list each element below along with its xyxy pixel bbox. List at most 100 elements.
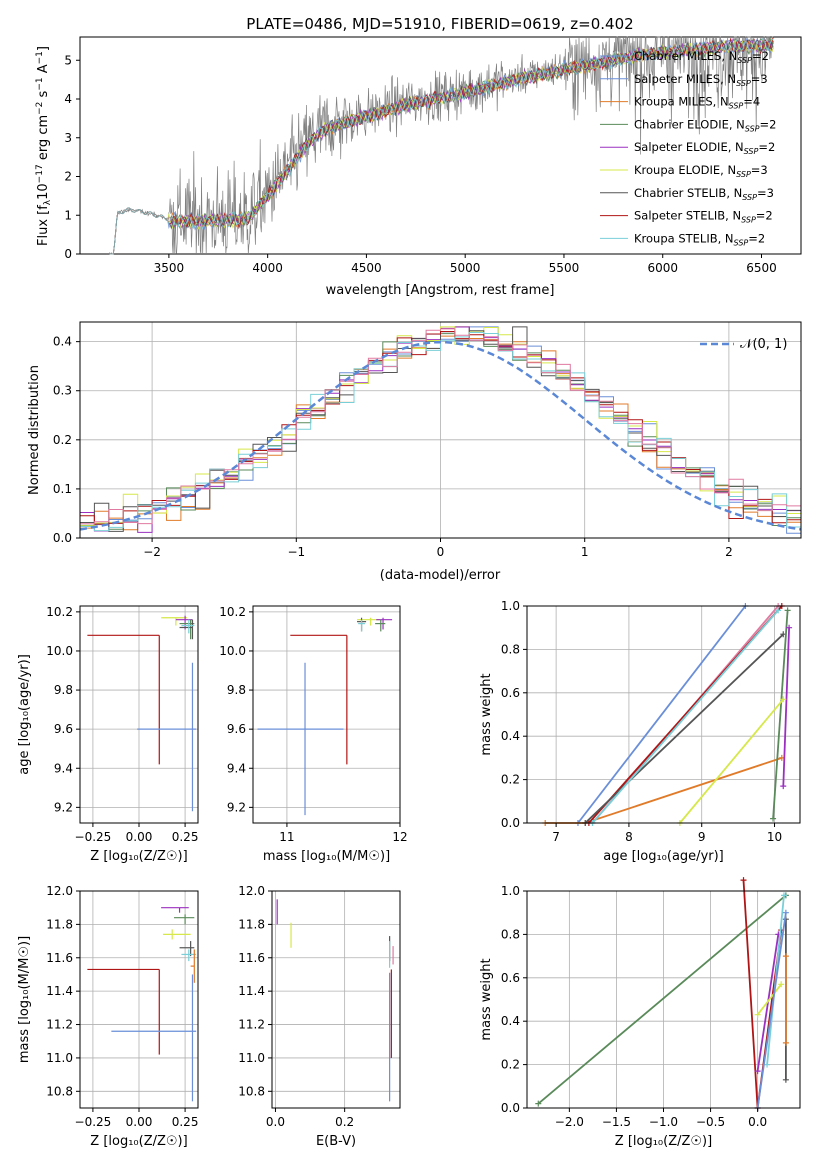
y-tick-label: 9.4 xyxy=(54,761,73,775)
x-tick-label: 0.25 xyxy=(172,1115,199,1129)
point-marker xyxy=(775,607,782,614)
histogram-legend: 𝒩(0, 1) xyxy=(700,337,787,352)
y-tick-label: 11.6 xyxy=(238,951,265,965)
y-tick-label: 0.2 xyxy=(501,1058,520,1072)
spectrum-model-lines xyxy=(109,36,774,255)
legend-entry-label: Salpeter ELODIE, NSSP=2 xyxy=(634,140,775,156)
y-axis-label: mass weight xyxy=(479,958,494,1040)
x-tick-label: 4000 xyxy=(252,261,283,275)
histogram-step-line xyxy=(80,331,801,525)
massweight-vs-Z-panel: −2.0 −1.5 −1.0 −0.5 0.0 0.0 0.2 0.4 0.6 0.8 1.0 Z [… xyxy=(479,877,801,1149)
x-tick-label: −0.25 xyxy=(75,1115,112,1129)
y-tick-label: 0.4 xyxy=(501,1014,520,1028)
x-axis-label: E(B-V) xyxy=(316,1134,356,1149)
y-tick-label: 11.8 xyxy=(46,917,73,931)
point-marker xyxy=(782,1076,789,1083)
y-tick-label: 0.0 xyxy=(53,531,72,545)
histogram-x-ticks: −2 −1 0 1 2 xyxy=(143,538,733,559)
x-tick-label: 12 xyxy=(392,830,407,844)
model-spectrum-line xyxy=(109,38,774,255)
y-tick-label: 0.6 xyxy=(501,686,520,700)
x-tick-label: 0.00 xyxy=(126,830,153,844)
x-axis-label: Z [log₁₀(Z/Z☉)] xyxy=(90,849,187,864)
x-tick-label: −1 xyxy=(287,545,305,559)
y-tick-label: 1.0 xyxy=(501,884,520,898)
mass-weight-line xyxy=(679,698,784,824)
y-tick-label: 9.6 xyxy=(54,722,73,736)
y-tick-label: 11.4 xyxy=(46,984,73,998)
spectrum-axes-frame xyxy=(79,36,802,255)
y-axis-label: mass weight xyxy=(479,673,494,755)
y-tick-label: 11.2 xyxy=(238,1018,265,1032)
y-tick-label: 1 xyxy=(64,208,72,222)
x-axis-label: age [log₁₀(age/yr)] xyxy=(603,849,724,864)
point-marker xyxy=(754,1068,761,1075)
mass-weight-line xyxy=(756,983,782,1016)
mass-weight-line xyxy=(591,609,779,824)
y-tick-label: 11.8 xyxy=(238,917,265,931)
legend-entry-label: Salpeter STELIB, NSSP=2 xyxy=(634,209,773,225)
mass-weight-line xyxy=(584,633,784,824)
x-tick-label: 2 xyxy=(725,545,733,559)
y-tick-label: 12.0 xyxy=(238,884,265,898)
x-tick-label: 0.0 xyxy=(266,1115,285,1129)
mass-vs-Z-panel: −0.25 0.00 0.25 10.8 11.0 11.2 11.4 11.6 11.8 12.… xyxy=(17,884,199,1149)
point-marker xyxy=(780,892,787,899)
x-axis-label: Z [log₁₀(Z/Z☉)] xyxy=(90,1134,187,1149)
spectrum-y-ticks: 0 1 2 3 4 5 xyxy=(64,53,80,261)
mass-weight-line xyxy=(782,627,790,787)
y-tick-label: 10.0 xyxy=(219,644,246,658)
mass-weight-line xyxy=(772,610,789,819)
x-tick-label: −0.25 xyxy=(75,830,112,844)
histogram-panel: −2 −1 0 1 2 0.0 0.1 0.2 0.3 0.4 (data-model)/err… xyxy=(27,321,802,583)
y-tick-label: 10.0 xyxy=(46,644,73,658)
y-tick-label: 0.8 xyxy=(501,642,520,656)
point-marker xyxy=(778,981,785,988)
y-tick-label: 9.2 xyxy=(227,800,246,814)
mass-weight-line xyxy=(545,757,783,824)
point-marker xyxy=(535,1100,542,1107)
x-axis-label: Z [log₁₀(Z/Z☉)] xyxy=(615,1134,712,1149)
x-tick-label: 8 xyxy=(625,830,633,844)
legend-entry-label: Salpeter MILES, NSSP=3 xyxy=(634,72,768,88)
point-marker xyxy=(782,953,789,960)
histogram-bars xyxy=(80,326,801,534)
legend-normal-label: 𝒩(0, 1) xyxy=(740,337,787,352)
legend-entry-label: Chabrier STELIB, NSSP=3 xyxy=(634,186,774,202)
x-tick-label: 5000 xyxy=(450,261,481,275)
legend-entry-label: Kroupa ELODIE, NSSP=3 xyxy=(634,163,768,179)
mass-weight-line xyxy=(756,912,787,1109)
x-tick-label: 6000 xyxy=(647,261,678,275)
massweight-vs-age-panel: 7 8 9 10 0.0 0.2 0.4 0.6 0.8 1.0 age [log₁₀(age/yr… xyxy=(479,599,801,864)
axes-frame xyxy=(526,605,801,824)
x-tick-label: 5500 xyxy=(549,261,580,275)
y-tick-label: 4 xyxy=(64,92,72,106)
y-tick-label: 10.2 xyxy=(219,605,246,619)
normal-distribution-curve xyxy=(79,340,802,531)
x-tick-label: −1.5 xyxy=(602,1115,631,1129)
x-tick-label: 4500 xyxy=(351,261,382,275)
spectrum-x-ticks: 3500 4000 4500 5000 5500 6000 6500 xyxy=(154,254,777,275)
y-tick-label: 9.8 xyxy=(227,683,246,697)
y-tick-label: 10.8 xyxy=(46,1084,73,1098)
y-tick-label: 0.4 xyxy=(53,335,72,349)
y-tick-label: 0.1 xyxy=(53,482,72,496)
mass-weight-line xyxy=(577,605,747,824)
mass-vs-EBV-panel: 0.0 0.2 10.8 11.0 11.2 11.4 11.6 11.8 12.0 E(B-V) xyxy=(238,884,401,1149)
y-tick-label: 0 xyxy=(64,247,72,261)
age-vs-Z-panel: −0.25 0.00 0.25 9.2 9.4 9.6 9.8 10.0 10.2 Z [log₁… xyxy=(17,605,199,864)
y-tick-label: 2 xyxy=(64,170,72,184)
histogram-step-line xyxy=(80,332,801,532)
y-tick-label: 0.2 xyxy=(53,433,72,447)
histogram-step-line xyxy=(80,328,801,525)
x-tick-label: 6500 xyxy=(746,261,777,275)
y-tick-label: 0.0 xyxy=(501,1101,520,1115)
y-tick-label: 0.6 xyxy=(501,971,520,985)
y-axis-label: age [log₁₀(age/yr)] xyxy=(17,654,32,775)
point-marker xyxy=(782,909,789,916)
point-marker xyxy=(780,783,787,790)
x-tick-label: 11 xyxy=(279,830,294,844)
x-tick-label: 0.25 xyxy=(172,830,199,844)
age-vs-mass-panel: 11 12 9.2 9.4 9.6 9.8 10.0 10.2 mass [log₁₀(M/M☉… xyxy=(219,605,407,864)
